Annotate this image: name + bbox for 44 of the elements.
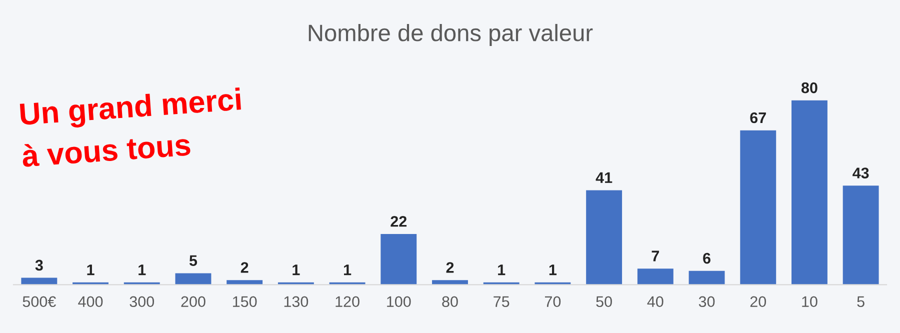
x-tick-label: 10	[802, 296, 818, 308]
data-label: 1	[87, 264, 94, 276]
data-label: 80	[801, 82, 818, 94]
bar	[842, 186, 879, 285]
x-tick-label: 80	[442, 296, 458, 308]
x-tick-label: 130	[284, 296, 308, 308]
x-tick-label: 120	[336, 296, 360, 308]
annotation: Un grand merci à vous tous	[20, 87, 242, 168]
x-tick-label: 300	[130, 296, 154, 308]
x-tick-label: 40	[647, 296, 664, 308]
chart-title: Nombre de dons par valeur	[308, 24, 593, 46]
bar	[791, 100, 828, 285]
bar	[380, 234, 417, 285]
x-tick-label: 20	[750, 296, 766, 308]
x-tick-label: 200	[181, 296, 206, 308]
data-label: 7	[652, 250, 659, 262]
x-tick-label: 500€	[22, 296, 56, 308]
data-label: 1	[549, 264, 557, 276]
data-label: 1	[344, 264, 352, 276]
x-tick-label: 30	[698, 296, 715, 308]
bar	[586, 190, 622, 285]
data-label: 5	[189, 255, 198, 266]
bar	[740, 130, 776, 285]
data-label: 43	[852, 168, 869, 178]
data-label: 2	[240, 262, 248, 273]
data-label: 1	[138, 264, 146, 276]
data-label: 1	[292, 264, 300, 276]
x-tick-label: 400	[78, 296, 103, 308]
data-label: 3	[35, 260, 43, 271]
data-label: 67	[750, 112, 766, 124]
data-label: 22	[390, 216, 407, 227]
x-tick-label: 150	[233, 296, 257, 308]
data-label: 2	[446, 262, 454, 273]
x-tick-label: 70	[544, 296, 561, 308]
data-label: 1	[498, 264, 506, 276]
bar	[688, 270, 725, 285]
bar	[175, 273, 212, 285]
bar	[637, 268, 674, 285]
x-tick-label: 5	[857, 296, 864, 308]
data-label: 41	[596, 172, 612, 183]
x-tick-label: 100	[387, 296, 411, 308]
x-tick-label: 50	[596, 296, 612, 308]
data-label: 6	[703, 252, 710, 264]
x-tick-label: 75	[494, 296, 510, 308]
